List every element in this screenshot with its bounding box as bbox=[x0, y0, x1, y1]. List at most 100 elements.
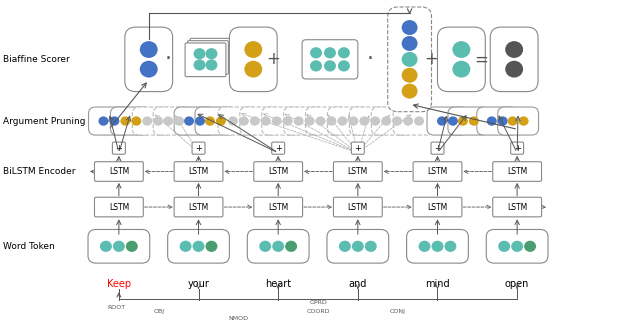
Circle shape bbox=[324, 60, 336, 71]
Circle shape bbox=[140, 61, 157, 77]
Text: +: + bbox=[434, 144, 441, 153]
Text: +: + bbox=[195, 144, 202, 153]
FancyBboxPatch shape bbox=[393, 107, 434, 135]
FancyBboxPatch shape bbox=[498, 107, 538, 135]
FancyBboxPatch shape bbox=[88, 229, 150, 263]
Text: T: T bbox=[145, 28, 152, 38]
FancyBboxPatch shape bbox=[371, 107, 412, 135]
Circle shape bbox=[518, 116, 529, 126]
FancyBboxPatch shape bbox=[88, 107, 129, 135]
Text: Word Token: Word Token bbox=[3, 242, 55, 251]
FancyBboxPatch shape bbox=[333, 197, 382, 217]
Text: +: + bbox=[275, 144, 282, 153]
Circle shape bbox=[339, 241, 351, 252]
Text: CONJ: CONJ bbox=[390, 309, 406, 314]
FancyBboxPatch shape bbox=[406, 229, 468, 263]
Text: LSTM: LSTM bbox=[348, 167, 368, 176]
FancyBboxPatch shape bbox=[254, 197, 303, 217]
Text: +: + bbox=[514, 144, 520, 153]
Text: Argument Pruning: Argument Pruning bbox=[3, 116, 86, 125]
Circle shape bbox=[365, 241, 377, 252]
Circle shape bbox=[338, 47, 350, 59]
Circle shape bbox=[239, 116, 249, 126]
FancyBboxPatch shape bbox=[302, 40, 358, 79]
FancyBboxPatch shape bbox=[95, 162, 143, 181]
Text: LSTM: LSTM bbox=[188, 167, 209, 176]
FancyBboxPatch shape bbox=[229, 27, 277, 92]
Circle shape bbox=[403, 116, 413, 126]
Circle shape bbox=[193, 241, 205, 252]
Circle shape bbox=[392, 116, 402, 126]
Text: +: + bbox=[115, 144, 122, 153]
Circle shape bbox=[120, 116, 131, 126]
Circle shape bbox=[109, 116, 120, 126]
Text: mind: mind bbox=[425, 279, 450, 289]
Circle shape bbox=[371, 116, 380, 126]
Text: +: + bbox=[355, 144, 361, 153]
FancyBboxPatch shape bbox=[349, 107, 390, 135]
FancyBboxPatch shape bbox=[174, 197, 223, 217]
Circle shape bbox=[402, 36, 417, 51]
Circle shape bbox=[437, 116, 447, 126]
FancyBboxPatch shape bbox=[327, 229, 388, 263]
Circle shape bbox=[250, 116, 260, 126]
Circle shape bbox=[469, 116, 479, 126]
FancyBboxPatch shape bbox=[247, 229, 309, 263]
FancyBboxPatch shape bbox=[490, 27, 538, 92]
Circle shape bbox=[348, 116, 358, 126]
Circle shape bbox=[205, 241, 218, 252]
FancyBboxPatch shape bbox=[174, 107, 215, 135]
Circle shape bbox=[244, 41, 262, 58]
FancyBboxPatch shape bbox=[486, 229, 548, 263]
Circle shape bbox=[414, 116, 424, 126]
Circle shape bbox=[352, 241, 364, 252]
FancyBboxPatch shape bbox=[113, 142, 125, 154]
FancyBboxPatch shape bbox=[240, 107, 281, 135]
Circle shape bbox=[419, 241, 431, 252]
Circle shape bbox=[458, 116, 468, 126]
FancyBboxPatch shape bbox=[125, 27, 173, 92]
Circle shape bbox=[294, 116, 303, 126]
FancyBboxPatch shape bbox=[192, 142, 205, 154]
Text: =: = bbox=[474, 50, 488, 68]
FancyBboxPatch shape bbox=[218, 107, 259, 135]
FancyBboxPatch shape bbox=[174, 162, 223, 181]
FancyBboxPatch shape bbox=[328, 107, 368, 135]
Text: LSTM: LSTM bbox=[507, 203, 527, 212]
Circle shape bbox=[193, 48, 205, 59]
FancyBboxPatch shape bbox=[448, 107, 489, 135]
Circle shape bbox=[431, 241, 444, 252]
Circle shape bbox=[505, 41, 523, 58]
FancyBboxPatch shape bbox=[431, 142, 444, 154]
Circle shape bbox=[244, 61, 262, 77]
FancyBboxPatch shape bbox=[493, 162, 541, 181]
Circle shape bbox=[228, 116, 238, 126]
Text: LSTM: LSTM bbox=[428, 167, 447, 176]
Text: LSTM: LSTM bbox=[268, 203, 288, 212]
Circle shape bbox=[326, 116, 337, 126]
FancyBboxPatch shape bbox=[333, 162, 382, 181]
Circle shape bbox=[142, 116, 152, 126]
Circle shape bbox=[285, 241, 297, 252]
Text: LSTM: LSTM bbox=[109, 167, 129, 176]
FancyBboxPatch shape bbox=[195, 107, 236, 135]
Text: Biaffine Scorer: Biaffine Scorer bbox=[3, 55, 70, 64]
Text: +: + bbox=[424, 50, 438, 68]
Circle shape bbox=[193, 59, 205, 71]
Circle shape bbox=[444, 241, 456, 252]
Text: LSTM: LSTM bbox=[428, 203, 447, 212]
Circle shape bbox=[487, 116, 497, 126]
FancyBboxPatch shape bbox=[132, 107, 173, 135]
Circle shape bbox=[99, 116, 108, 126]
Circle shape bbox=[180, 241, 191, 252]
Circle shape bbox=[272, 116, 282, 126]
FancyBboxPatch shape bbox=[185, 43, 226, 76]
Circle shape bbox=[153, 116, 163, 126]
Circle shape bbox=[324, 47, 336, 59]
Circle shape bbox=[131, 116, 141, 126]
FancyBboxPatch shape bbox=[262, 107, 303, 135]
Text: NMOD: NMOD bbox=[228, 316, 248, 320]
FancyBboxPatch shape bbox=[111, 107, 151, 135]
Circle shape bbox=[205, 59, 218, 71]
Text: BiLSTM Encoder: BiLSTM Encoder bbox=[3, 167, 76, 176]
